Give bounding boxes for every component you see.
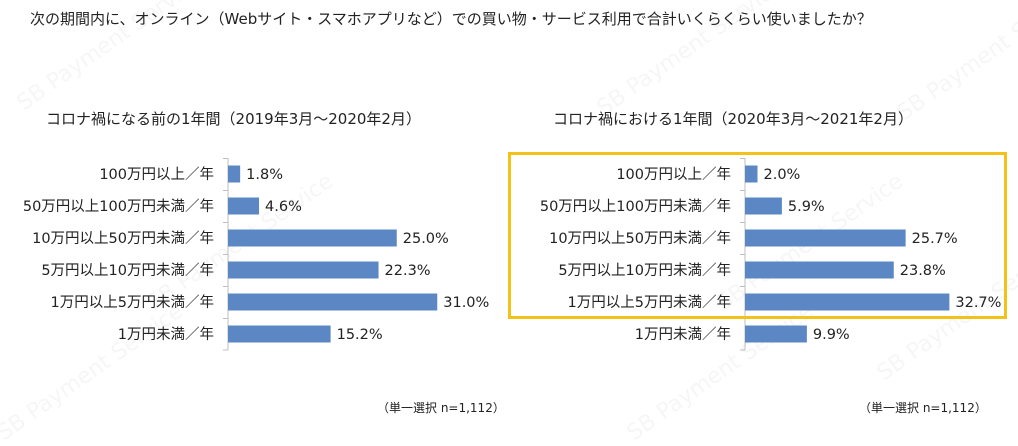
value-label: 25.7% <box>912 231 958 247</box>
category-label: 1万円以上5万円未満／年 <box>568 294 731 311</box>
category-label: 1万円未満／年 <box>118 326 214 343</box>
bar <box>228 261 379 279</box>
value-label: 32.7% <box>955 295 1001 311</box>
category-label: 10万円以上50万円未満／年 <box>549 230 731 247</box>
value-label: 1.8% <box>246 167 283 183</box>
value-label: 5.9% <box>788 199 825 215</box>
sample-note: （単一選択 n=1,112） <box>859 401 987 415</box>
category-label: 1万円以上5万円未満／年 <box>51 294 214 311</box>
chart-panel-during-covid: コロナ禍における1年間（2020年3月～2021年2月） 100万円以上／年 2.… <box>509 0 1018 430</box>
bar <box>745 197 782 215</box>
value-label: 31.0% <box>443 295 489 311</box>
bar-chart-during-covid: 100万円以上／年 2.0% 50万円以上100万円未満／年 5.9% 10万円以上50… <box>540 158 1001 351</box>
category-label: 100万円以上／年 <box>99 166 214 183</box>
chart-title: コロナ禍になる前の1年間（2019年3月～2020年2月） <box>46 110 421 128</box>
category-label: 5万円以上10万円未満／年 <box>558 262 731 279</box>
value-label: 22.3% <box>385 263 431 279</box>
value-label: 2.0% <box>764 167 801 183</box>
bar <box>745 165 758 183</box>
category-label: 10万円以上50万円未満／年 <box>32 230 214 247</box>
value-label: 23.8% <box>900 263 946 279</box>
chart-panel-before-covid: コロナ禍になる前の1年間（2019年3月～2020年2月） 100万円以上／年 1… <box>0 0 509 430</box>
highlight-box <box>508 152 1007 319</box>
bar <box>228 229 397 247</box>
value-label: 9.9% <box>813 327 850 343</box>
bar <box>745 293 950 311</box>
value-label: 4.6% <box>265 199 302 215</box>
bar <box>228 325 331 343</box>
bar <box>745 229 906 247</box>
value-label: 25.0% <box>403 231 449 247</box>
category-label: 5万円以上10万円未満／年 <box>41 262 214 279</box>
category-label: 50万円以上100万円未満／年 <box>23 198 214 215</box>
bar-chart-before-covid: 100万円以上／年 1.8% 50万円以上100万円未満／年 4.6% 10万円以上50… <box>23 158 489 351</box>
sample-note: （単一選択 n=1,112） <box>377 401 505 415</box>
bar <box>228 165 241 183</box>
bar <box>228 197 260 215</box>
bar <box>745 261 894 279</box>
chart-title: コロナ禍における1年間（2020年3月～2021年2月） <box>553 110 913 128</box>
category-label: 1万円未満／年 <box>635 326 731 343</box>
value-label: 15.2% <box>337 327 383 343</box>
bar <box>228 293 438 311</box>
bar <box>745 325 807 343</box>
question-title: 次の期間内に、オンライン（Webサイト・スマホアプリなど）での買い物・サービス利… <box>30 10 872 28</box>
category-label: 50万円以上100万円未満／年 <box>540 198 731 215</box>
category-label: 100万円以上／年 <box>616 166 731 183</box>
